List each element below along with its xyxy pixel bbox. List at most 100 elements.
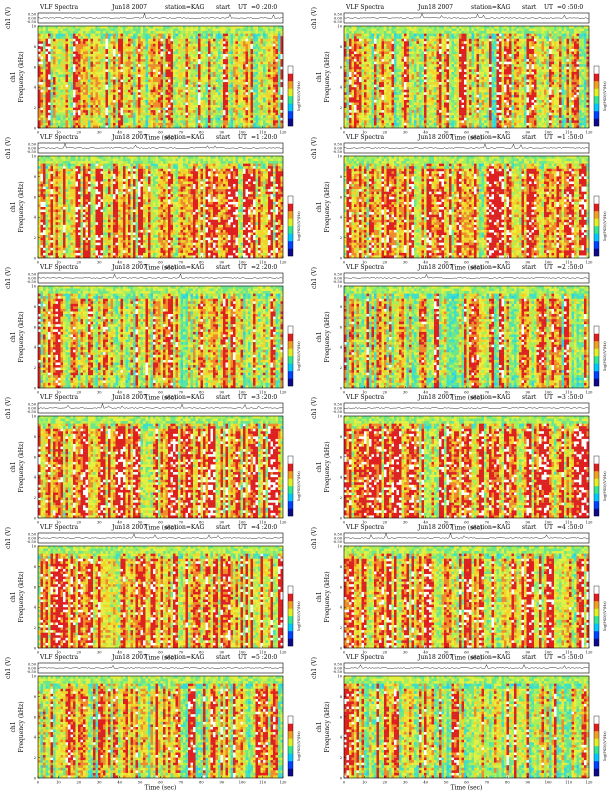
spectrogram-cell xyxy=(396,82,400,85)
spectrogram-cell xyxy=(278,59,281,62)
spectrogram-cell xyxy=(183,87,186,90)
spectrogram-cell xyxy=(205,59,209,62)
spectrogram-cell xyxy=(98,36,101,39)
spectrogram-cell xyxy=(170,105,174,108)
spectrogram-cell xyxy=(190,107,194,111)
spectrogram-cell xyxy=(391,71,395,75)
spectrogram-cell xyxy=(153,107,156,111)
spectrogram-cell xyxy=(75,110,79,113)
spectrogram-cell xyxy=(178,46,181,50)
spectrogram-cell xyxy=(273,71,276,75)
spectrogram-cell xyxy=(359,31,362,34)
spectrogram-cell xyxy=(361,120,365,123)
spectrogram-cell xyxy=(153,69,156,72)
spectrogram-axis-label-line1: ch1 xyxy=(10,71,17,82)
spectrogram-cell xyxy=(115,46,119,50)
spectrogram-cell xyxy=(374,110,377,113)
spectrogram-cell xyxy=(190,82,194,85)
spectrogram-cell xyxy=(205,94,209,98)
spectrogram-cell xyxy=(108,125,111,129)
spectrogram-cell xyxy=(250,82,254,85)
spectrogram-cell xyxy=(240,94,244,98)
spectrogram-cell xyxy=(228,125,231,129)
spectrogram-cell xyxy=(175,84,179,88)
spectrogram-cell xyxy=(260,77,264,80)
spectrogram-cell xyxy=(346,87,350,90)
spectrogram-cell xyxy=(223,79,226,83)
spectrogram-cell xyxy=(195,92,199,95)
spectrogram-cell xyxy=(399,61,402,65)
spectrogram-cell xyxy=(349,87,352,90)
spectrogram-cell xyxy=(210,26,214,29)
spectrogram-cell xyxy=(150,87,154,90)
spectrogram-cell xyxy=(175,36,179,39)
spectrogram-cell xyxy=(394,28,397,32)
spectrogram-cell xyxy=(268,59,271,62)
spectrogram-cell xyxy=(361,99,365,103)
spectrogram-cell xyxy=(223,125,226,129)
spectrogram-cell xyxy=(396,71,400,75)
panel-start-time: =0 :20:0 xyxy=(251,4,277,11)
spectrogram-cell xyxy=(53,97,56,101)
spectrogram-cell xyxy=(160,64,164,67)
spectrogram-cell xyxy=(155,31,159,34)
spectrogram-cell xyxy=(399,59,402,62)
spectrogram-cell xyxy=(371,122,375,126)
spectrogram-cell xyxy=(203,61,206,65)
spectrogram-cell xyxy=(183,99,186,103)
spectrogram-cell xyxy=(165,66,169,70)
spectrogram-cell xyxy=(170,102,174,106)
spectrogram-cell xyxy=(253,92,256,95)
spectrogram-cell xyxy=(60,110,64,113)
spectrogram-cell xyxy=(153,89,156,93)
spectrogram-cell xyxy=(366,115,370,118)
spectrogram-cell xyxy=(200,59,204,62)
spectrogram-cell xyxy=(411,120,415,123)
spectrogram-cell xyxy=(185,61,189,65)
spectrogram-cell xyxy=(409,79,412,83)
spectrogram-cell xyxy=(123,69,126,72)
spectrogram-cell xyxy=(98,117,101,121)
spectrogram-cell xyxy=(175,122,179,126)
spectrogram-cell xyxy=(100,61,104,65)
spectrogram-cell xyxy=(55,77,59,80)
spectrogram-cell xyxy=(38,54,41,57)
spectrogram-cell xyxy=(228,41,231,44)
spectrogram-cell xyxy=(175,48,179,52)
spectrogram-cell xyxy=(243,28,246,32)
spectrogram-cell xyxy=(138,97,141,101)
spectrogram-cell xyxy=(103,51,106,55)
spectrogram-cell xyxy=(88,110,91,113)
spectrogram-cell xyxy=(168,122,171,126)
spectrogram-cell xyxy=(43,48,46,52)
spectrogram-cell xyxy=(255,94,259,98)
spectrogram-cell xyxy=(270,117,274,121)
spectrogram-cell xyxy=(80,36,84,39)
spectrogram-cell xyxy=(386,51,390,55)
spectrogram-cell xyxy=(180,51,184,55)
spectrogram-cell xyxy=(366,43,370,47)
spectrogram-cell xyxy=(245,36,249,39)
spectrogram-cell xyxy=(366,48,370,52)
spectrogram-cell xyxy=(140,71,144,75)
spectrogram-cell xyxy=(178,110,181,113)
spectrogram-cell xyxy=(245,66,249,70)
spectrogram-cell xyxy=(118,115,121,118)
spectrogram-cell xyxy=(253,51,256,55)
spectrogram-cell xyxy=(270,33,274,37)
spectrogram-cell xyxy=(158,120,161,123)
spectrogram-cell xyxy=(210,48,214,52)
spectrogram-cell xyxy=(193,71,196,75)
spectrogram-cell xyxy=(278,31,281,34)
spectrogram-cell xyxy=(280,33,284,37)
spectrogram-cell xyxy=(45,125,49,129)
spectrogram-cell xyxy=(394,66,397,70)
spectrogram-cell xyxy=(346,66,350,70)
spectrogram-cell xyxy=(145,46,149,50)
spectrogram-cell xyxy=(183,82,186,85)
spectrogram-cell xyxy=(168,84,171,88)
spectrogram-cell xyxy=(118,87,121,90)
spectrogram-cell xyxy=(128,69,131,72)
spectrogram-cell xyxy=(253,84,256,88)
spectrogram-cell xyxy=(158,56,161,60)
